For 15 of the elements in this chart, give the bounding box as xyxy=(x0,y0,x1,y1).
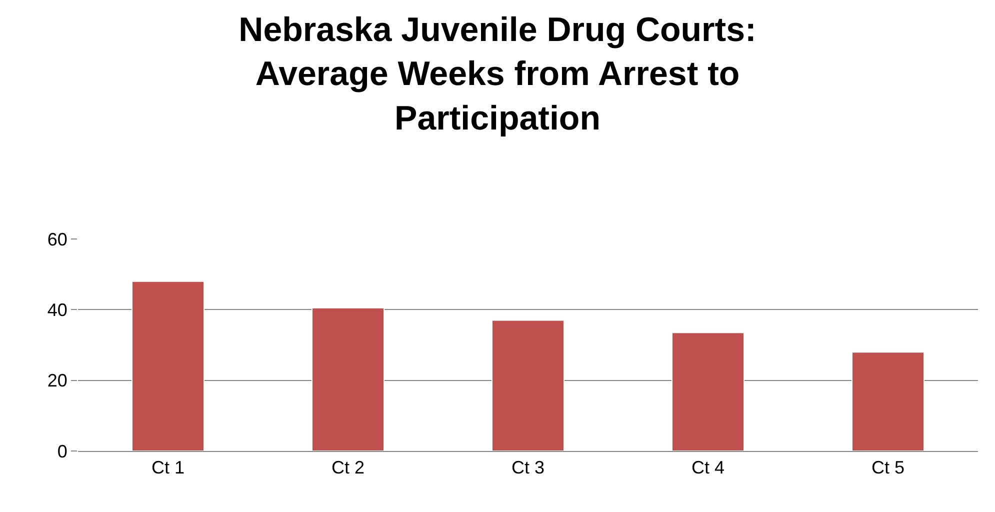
bar xyxy=(852,352,924,451)
x-tick-label: Ct 3 xyxy=(511,458,545,478)
x-tick-label: Ct 1 xyxy=(151,458,185,478)
y-tick-label: 40 xyxy=(47,300,68,320)
x-tick-label: Ct 5 xyxy=(871,458,905,478)
x-tick-label: Ct 4 xyxy=(691,458,725,478)
bar xyxy=(132,280,204,451)
bar xyxy=(492,320,564,451)
chart-title: Nebraska Juvenile Drug Courts: Average Weeks from Arrest to Participation xyxy=(238,10,756,138)
y-tick-label: 60 xyxy=(47,229,68,250)
y-tick-label: 0 xyxy=(57,441,68,462)
bar xyxy=(672,332,744,451)
bar xyxy=(312,307,384,451)
x-tick-label: Ct 2 xyxy=(331,458,365,478)
y-tick-label: 20 xyxy=(47,370,68,391)
